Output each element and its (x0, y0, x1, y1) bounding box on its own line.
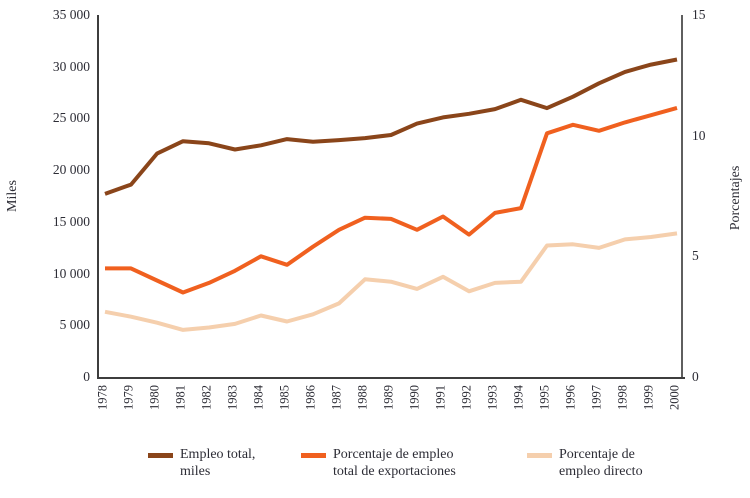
left-ytick-label: 20 000 (52, 162, 90, 178)
x-tick-label: 1992 (459, 385, 474, 410)
chart-canvas (104, 57, 678, 332)
right-ytick-label: 5 (692, 248, 699, 264)
x-tick-label: 1994 (511, 385, 526, 410)
x-tick-label: 1981 (173, 385, 188, 410)
right-ytick-label: 15 (692, 7, 706, 22)
legend-label-line: miles (180, 464, 211, 479)
series-line-1 (105, 105, 678, 295)
left-axis-title: Miles (5, 180, 20, 212)
legend-swatch (301, 453, 326, 458)
x-tick-label: 1984 (251, 385, 266, 410)
x-tick-label: 1991 (433, 385, 448, 410)
x-tick-label: 1983 (225, 385, 240, 410)
left-ytick-label: 10 000 (52, 265, 90, 281)
right-axis-line (681, 15, 683, 377)
legend-label-line: empleo directo (559, 464, 643, 479)
x-tick-label: 1979 (121, 385, 136, 410)
right-ytick-label: 10 (692, 127, 706, 143)
x-tick-label: 1995 (537, 385, 552, 410)
x-tick-label: 1988 (355, 385, 370, 410)
right-ytick-label: 0 (692, 369, 699, 384)
series-line-0 (104, 57, 678, 196)
x-tick-label: 1987 (329, 385, 344, 410)
x-tick-label: 1978 (95, 385, 110, 410)
left-ytick-label: 35 000 (52, 7, 90, 22)
x-tick-label: 1982 (199, 385, 214, 410)
x-tick-label: 1989 (381, 385, 396, 410)
legend-item-0: Empleo total, miles (148, 446, 255, 480)
x-tick-label: 1997 (589, 385, 604, 410)
legend-label-line: Porcentaje de (559, 447, 635, 462)
chart-legend: Empleo total, miles Porcentaje de empleo to… (0, 446, 750, 490)
x-tick-label: 1986 (303, 385, 318, 410)
x-tick-label: 1980 (147, 385, 162, 410)
legend-label-line: total de exportaciones (333, 464, 456, 479)
left-ytick-label: 25 000 (52, 110, 90, 126)
plot-area (97, 15, 685, 379)
left-ytick-label: 0 (83, 369, 90, 384)
legend-label: Empleo total, miles (180, 446, 255, 480)
legend-swatch (527, 453, 552, 458)
legend-label-line: Empleo total, (180, 447, 256, 462)
legend-item-1: Porcentaje de empleo total de exportacion… (301, 446, 456, 480)
x-tick-label: 1996 (563, 385, 578, 410)
x-tick-label: 1985 (277, 385, 292, 410)
legend-label-line: Porcentaje de empleo (333, 447, 454, 462)
left-ytick-label: 5 000 (59, 317, 90, 333)
legend-label: Porcentaje de empleo directo (559, 446, 643, 480)
left-ytick-label: 30 000 (52, 58, 90, 74)
right-axis-title: Porcentajes (728, 165, 743, 231)
left-ytick-label: 15 000 (52, 213, 90, 229)
x-tick-label: 2000 (667, 385, 682, 410)
legend-swatch (148, 453, 173, 458)
series-line-2 (104, 231, 678, 332)
x-tick-label: 1990 (407, 385, 422, 410)
legend-item-2: Porcentaje de empleo directo (527, 446, 643, 480)
x-tick-label: 1999 (641, 385, 656, 410)
x-tick-label: 1998 (615, 385, 630, 410)
legend-label: Porcentaje de empleo total de exportacion… (333, 446, 456, 480)
x-tick-label: 1993 (485, 385, 500, 410)
